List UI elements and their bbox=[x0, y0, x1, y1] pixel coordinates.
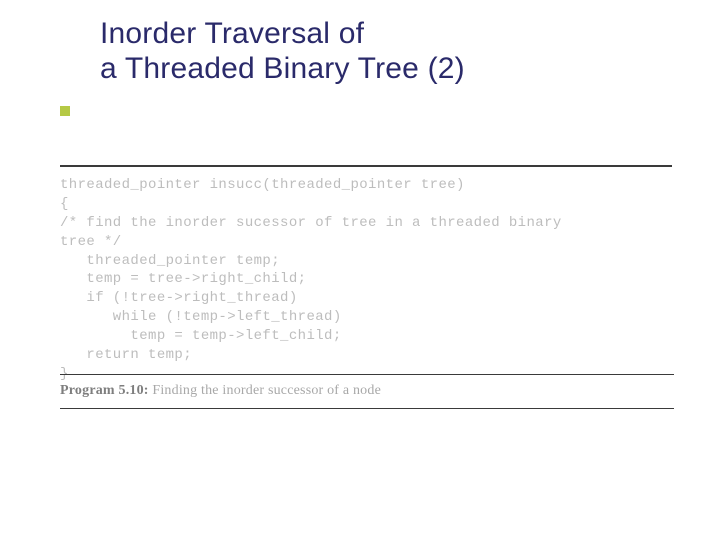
figure-caption: Program 5.10: Finding the inorder succes… bbox=[60, 383, 381, 399]
caption-text: Finding the inorder successor of a node bbox=[149, 383, 381, 398]
code-line: { bbox=[60, 196, 69, 212]
code-line: /* find the inorder sucessor of tree in … bbox=[60, 215, 562, 231]
code-line: tree */ bbox=[60, 234, 122, 250]
code-line: if (!tree->right_thread) bbox=[60, 290, 298, 306]
divider-top bbox=[60, 165, 672, 167]
divider-bottom bbox=[60, 408, 674, 409]
code-line: return temp; bbox=[60, 347, 192, 363]
title-line-1: Inorder Traversal of bbox=[100, 17, 364, 50]
slide: Inorder Traversal of a Threaded Binary T… bbox=[0, 0, 720, 540]
code-line: threaded_pointer temp; bbox=[60, 253, 280, 269]
code-block: threaded_pointer insucc(threaded_pointer… bbox=[60, 176, 670, 384]
title-bullet bbox=[60, 106, 70, 116]
slide-title: Inorder Traversal of a Threaded Binary T… bbox=[100, 16, 465, 87]
code-line: temp = tree->right_child; bbox=[60, 271, 306, 287]
code-line: while (!temp->left_thread) bbox=[60, 309, 342, 325]
divider-mid bbox=[60, 374, 674, 375]
code-line: temp = temp->left_child; bbox=[60, 328, 342, 344]
caption-label: Program 5.10: bbox=[60, 383, 149, 398]
code-line: threaded_pointer insucc(threaded_pointer… bbox=[60, 177, 465, 193]
title-line-2: a Threaded Binary Tree (2) bbox=[100, 52, 465, 85]
